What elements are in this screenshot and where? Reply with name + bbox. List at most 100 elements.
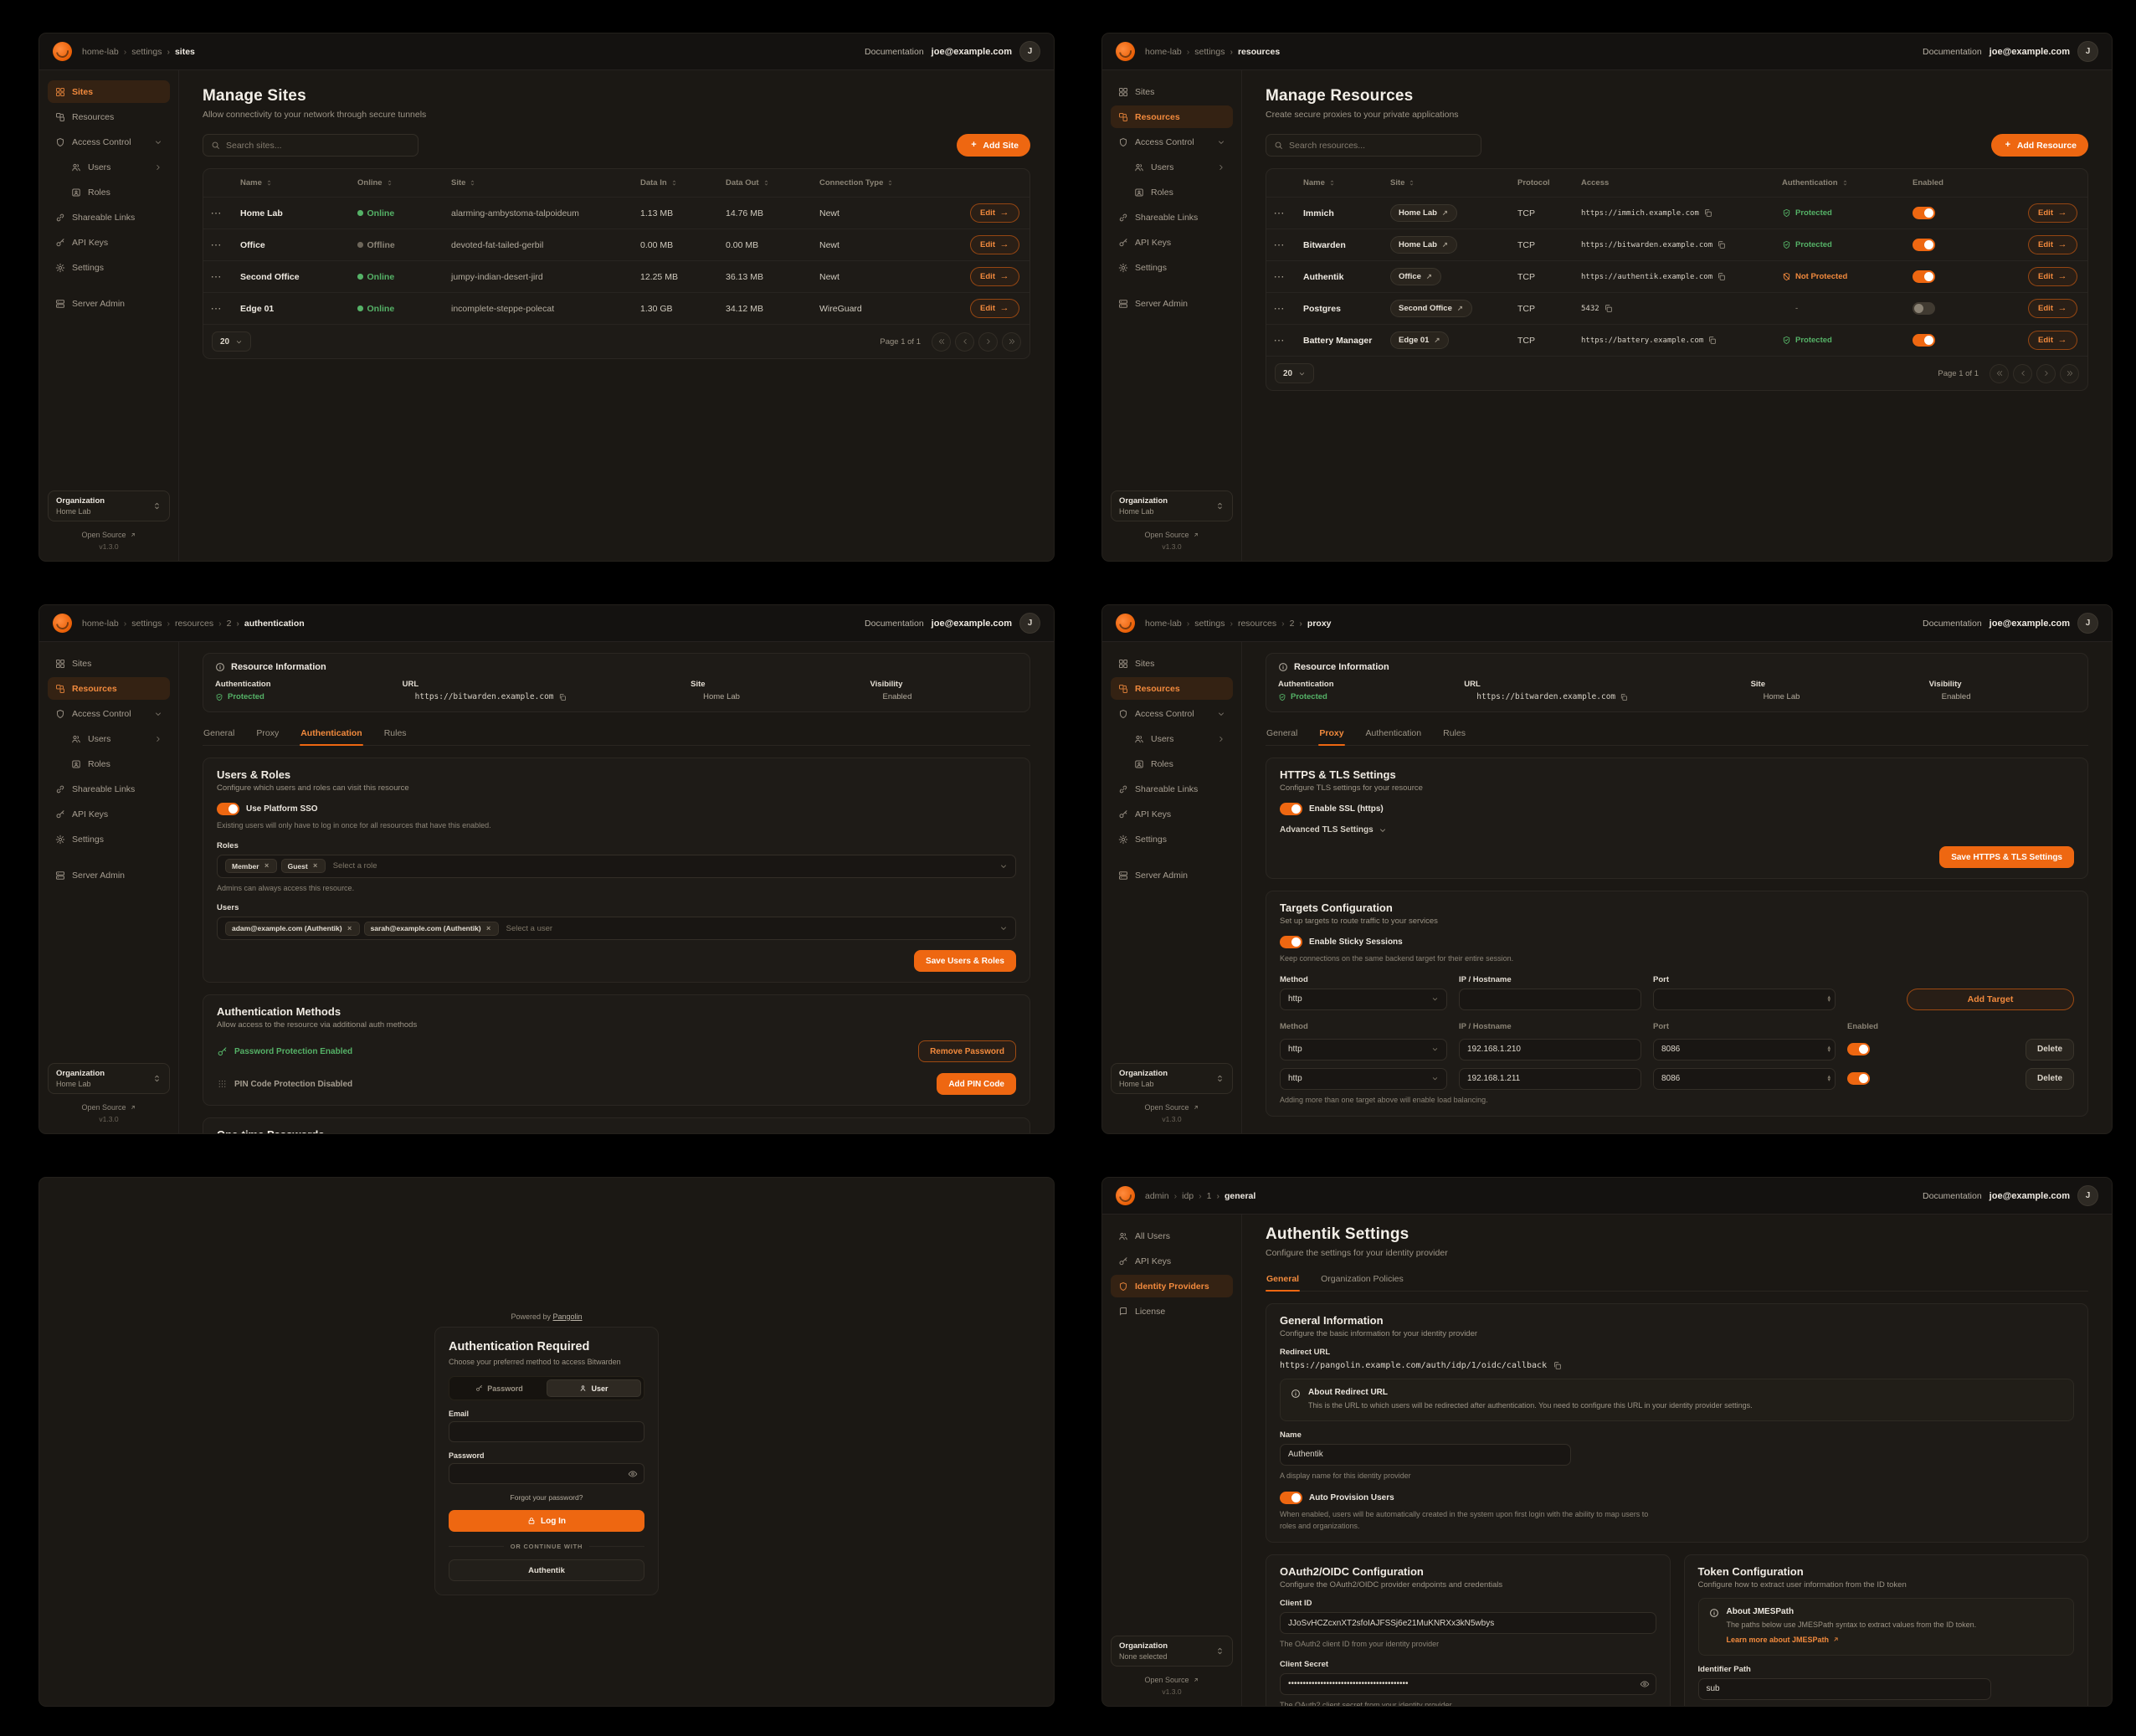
copy-icon[interactable] — [744, 693, 752, 701]
first-page-button[interactable] — [1990, 363, 2009, 383]
port-input[interactable] — [1653, 988, 1836, 1010]
tab[interactable]: Rules — [383, 728, 407, 738]
column-header[interactable]: Name — [240, 178, 357, 187]
pangolin-logo-icon[interactable] — [53, 614, 72, 633]
port-input[interactable] — [1653, 1038, 1836, 1061]
documentation-link[interactable]: Documentation — [865, 618, 924, 629]
row-menu-button[interactable]: ⋯ — [1273, 239, 1285, 251]
copy-icon[interactable] — [1703, 208, 1712, 218]
column-header[interactable]: Name — [1303, 178, 1390, 187]
open-source-link[interactable]: Open Source — [1111, 531, 1233, 539]
client-id-input[interactable] — [1280, 1612, 1656, 1634]
remove-icon[interactable]: × — [313, 861, 318, 870]
breadcrumb-item[interactable]: 2 — [1281, 619, 1295, 629]
sidebar-item[interactable]: Server Admin — [48, 292, 170, 315]
breadcrumb-item[interactable]: 1 — [1199, 1191, 1212, 1201]
site-badge[interactable]: Edge 01 ↗ — [1390, 331, 1450, 349]
open-source-link[interactable]: Open Source — [1111, 1103, 1233, 1112]
sticky-sessions-toggle[interactable] — [1280, 936, 1302, 948]
password-input[interactable] — [449, 1463, 644, 1484]
method-select[interactable]: http — [1280, 1067, 1447, 1090]
breadcrumb-item[interactable]: home-lab — [1145, 46, 1182, 57]
remove-icon[interactable]: × — [485, 923, 491, 932]
column-header[interactable]: Data Out — [726, 178, 819, 187]
delete-target-button[interactable]: Delete — [2025, 1067, 2074, 1090]
sidebar-item[interactable]: API Keys — [48, 231, 170, 254]
tab[interactable]: Organization Policies — [1321, 1274, 1404, 1284]
column-header[interactable]: Data In — [640, 178, 726, 187]
sidebar-item[interactable]: Users — [1127, 156, 1233, 178]
stepper-icons[interactable]: ▴ ▾ — [1827, 1044, 1830, 1054]
next-page-button[interactable] — [978, 331, 998, 352]
documentation-link[interactable]: Documentation — [865, 46, 924, 57]
row-menu-button[interactable]: ⋯ — [1273, 270, 1285, 283]
sidebar-item[interactable]: Roles — [1127, 181, 1233, 203]
sidebar-item[interactable]: Resources — [48, 105, 170, 128]
sidebar-item[interactable]: API Keys — [1111, 1250, 1233, 1272]
sidebar-item[interactable]: Roles — [1127, 752, 1233, 775]
copy-icon[interactable] — [1804, 693, 1812, 701]
sidebar-item[interactable]: Users — [64, 156, 170, 178]
tab[interactable]: General — [203, 728, 235, 738]
sidebar-item[interactable]: Access Control — [48, 131, 170, 153]
edit-button[interactable]: Edit → — [970, 299, 1019, 318]
column-header[interactable]: Site — [451, 178, 640, 187]
sidebar-item[interactable]: License — [1111, 1300, 1233, 1323]
users-select[interactable]: adam@example.com (Authentik) × sarah@exam… — [217, 917, 1016, 940]
sidebar-item[interactable]: Shareable Links — [1111, 778, 1233, 800]
copy-icon[interactable] — [1717, 272, 1726, 281]
enabled-toggle[interactable] — [1913, 302, 1935, 315]
last-page-button[interactable] — [2060, 363, 2079, 383]
sidebar-item[interactable]: Access Control — [1111, 131, 1233, 153]
copy-icon[interactable] — [1604, 304, 1613, 313]
prev-page-button[interactable] — [955, 331, 974, 352]
organization-selector[interactable]: Organization Home Lab — [1111, 490, 1233, 521]
copy-icon[interactable] — [1332, 693, 1340, 701]
sidebar-item[interactable]: Users — [64, 727, 170, 750]
column-header[interactable]: Online — [357, 178, 451, 187]
pangolin-link[interactable]: Pangolin — [552, 1312, 583, 1321]
target-enabled-toggle[interactable] — [1847, 1043, 1870, 1055]
roles-select[interactable]: Member × Guest × Select a role — [217, 854, 1016, 878]
ip-hostname-input[interactable] — [1459, 1067, 1641, 1090]
platform-sso-toggle[interactable] — [217, 803, 239, 815]
organization-selector[interactable]: Organization Home Lab — [48, 490, 170, 521]
breadcrumb-item[interactable]: proxy — [1299, 619, 1332, 629]
add-pin-button[interactable]: Add PIN Code — [937, 1073, 1016, 1095]
role-chip[interactable]: Guest × — [280, 859, 326, 873]
edit-button[interactable]: Edit → — [970, 203, 1019, 223]
search-input[interactable] — [1289, 140, 1473, 151]
user-email[interactable]: joe@example.com — [1989, 46, 2070, 57]
row-menu-button[interactable]: ⋯ — [1273, 207, 1285, 219]
row-menu-button[interactable]: ⋯ — [1273, 302, 1285, 315]
organization-selector[interactable]: Organization None selected — [1111, 1636, 1233, 1667]
breadcrumb-item[interactable]: home-lab — [1145, 618, 1182, 629]
user-avatar[interactable]: J — [2077, 41, 2098, 62]
remove-password-button[interactable]: Remove Password — [918, 1040, 1016, 1062]
column-header[interactable]: Site — [1390, 178, 1517, 187]
tab[interactable]: General — [1266, 1269, 1301, 1292]
auto-provision-toggle[interactable] — [1280, 1492, 1302, 1504]
sidebar-item[interactable]: API Keys — [48, 803, 170, 825]
sidebar-item[interactable]: Identity Providers — [1111, 1275, 1233, 1297]
breadcrumb-item[interactable]: admin — [1145, 1190, 1169, 1201]
open-source-link[interactable]: Open Source — [48, 531, 170, 539]
breadcrumb-item[interactable]: settings — [124, 47, 162, 57]
pangolin-logo-icon[interactable] — [1116, 1186, 1135, 1205]
enabled-toggle[interactable] — [1913, 270, 1935, 283]
copy-icon[interactable] — [269, 693, 277, 701]
sidebar-item[interactable]: Server Admin — [1111, 292, 1233, 315]
copy-icon[interactable] — [1553, 1361, 1562, 1370]
email-input[interactable] — [449, 1421, 644, 1442]
sidebar-item[interactable]: Settings — [48, 828, 170, 850]
client-secret-input[interactable] — [1280, 1672, 1656, 1695]
copy-icon[interactable] — [916, 693, 924, 701]
sidebar-item[interactable]: Roles — [64, 752, 170, 775]
sidebar-item[interactable]: Sites — [48, 80, 170, 103]
tab[interactable]: Proxy — [1318, 723, 1345, 746]
column-header[interactable]: Access — [1581, 178, 1782, 187]
tab[interactable]: Proxy — [256, 728, 280, 738]
sidebar-item[interactable]: Shareable Links — [48, 778, 170, 800]
column-header[interactable]: Authentication — [1782, 178, 1913, 187]
tab[interactable]: Rules — [1443, 728, 1466, 738]
